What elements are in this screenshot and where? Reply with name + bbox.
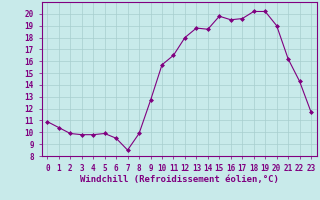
X-axis label: Windchill (Refroidissement éolien,°C): Windchill (Refroidissement éolien,°C) xyxy=(80,175,279,184)
